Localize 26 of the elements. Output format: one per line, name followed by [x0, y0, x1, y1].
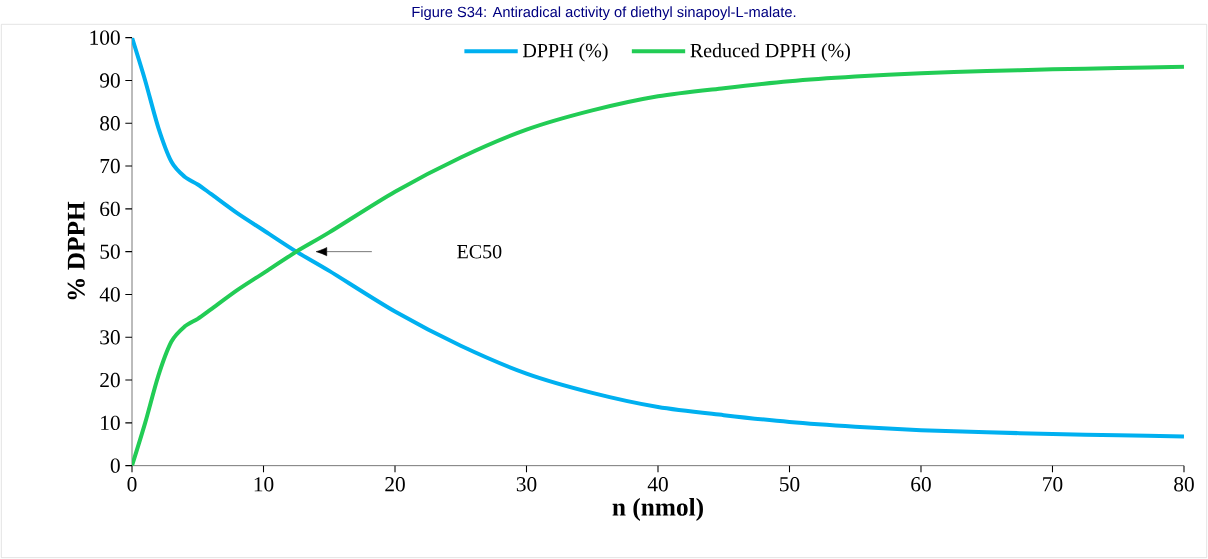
y-axis-title: % DPPH [67, 201, 85, 300]
x-tick-label: 80 [1174, 477, 1194, 492]
x-tick-label: 70 [1043, 477, 1063, 492]
x-tick-label: 30 [516, 477, 537, 492]
y-tick-label: 60 [100, 201, 120, 217]
x-axis-title: n (nmol) [612, 497, 703, 521]
chart-title: Figure S34: Antiradical activity of diethyl sinapoyl-L-malate. [412, 6, 796, 21]
legend-label: DPPH (%) [522, 43, 608, 62]
x-tick-label: 20 [385, 477, 405, 492]
y-tick-label: 20 [100, 372, 120, 388]
x-tick-label: 50 [780, 477, 800, 492]
y-tick-label: 0 [110, 458, 120, 473]
y-tick-label: 90 [99, 73, 120, 88]
x-tick-label: 40 [647, 477, 668, 492]
y-tick-label: 30 [100, 330, 120, 345]
x-tick-label: 10 [254, 477, 274, 492]
y-tick-label: 70 [100, 158, 120, 174]
x-tick-label: 0 [127, 477, 137, 492]
y-tick-label: 80 [100, 116, 120, 131]
y-tick-label: 40 [99, 287, 120, 302]
y-tick-label: 50 [100, 244, 120, 259]
annotation: EC50 [457, 244, 502, 259]
y-tick-label: 100 [90, 30, 120, 45]
y-tick-label: 10 [101, 415, 120, 431]
legend-label: Reduced DPPH (%) [690, 43, 851, 62]
x-tick-label: 60 [911, 477, 931, 492]
